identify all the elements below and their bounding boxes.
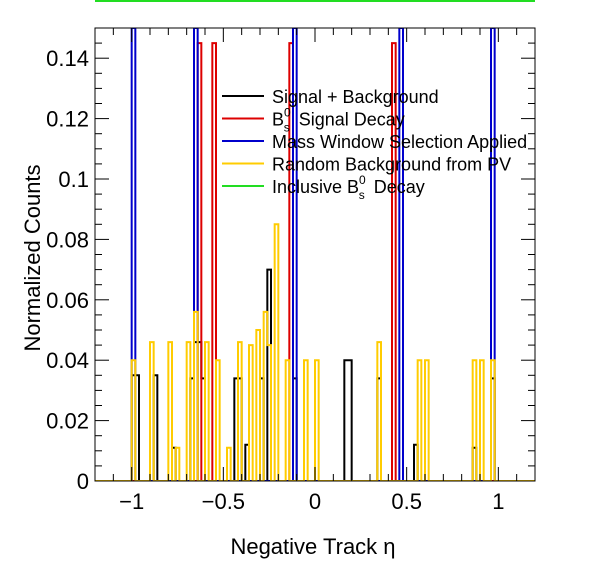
legend-entry-3: Random Background from PV [272, 155, 511, 175]
y-tick-label: 0.02 [46, 409, 89, 434]
legend-entry-2: Mass Window Selection Applied [272, 132, 527, 152]
y-tick-label: 0.04 [46, 348, 89, 373]
series-3-histogram [95, 223, 535, 481]
x-tick-label: 0.5 [391, 489, 422, 514]
y-tick-label: 0.06 [46, 288, 89, 313]
x-axis-title: Negative Track η [230, 534, 395, 559]
x-tick-label: −1 [119, 489, 144, 514]
y-tick-label: 0.14 [46, 46, 89, 71]
y-tick-label: 0.08 [46, 227, 89, 252]
y-tick-label: 0 [77, 469, 89, 494]
y-tick-label: 0.1 [58, 167, 89, 192]
legend-entry-4: Inclusive B0 s Decay [272, 173, 425, 202]
tick-layer: −1 −0.5 0 0.5 1 0 0.02 0.04 0.06 0.08 0.1 0.12 0.14 [46, 27, 536, 514]
x-tick-label: 1 [492, 489, 504, 514]
legend-entry-1: B0 s Signal Decay [272, 106, 405, 135]
y-tick-label: 0.12 [46, 107, 89, 132]
series-layer [95, 28, 535, 481]
legend-entry-0: Signal + Background [272, 87, 439, 107]
x-tick-label: 0 [309, 489, 321, 514]
y-axis-title: Normalized Counts [20, 164, 45, 351]
x-tick-label: −0.5 [202, 489, 245, 514]
